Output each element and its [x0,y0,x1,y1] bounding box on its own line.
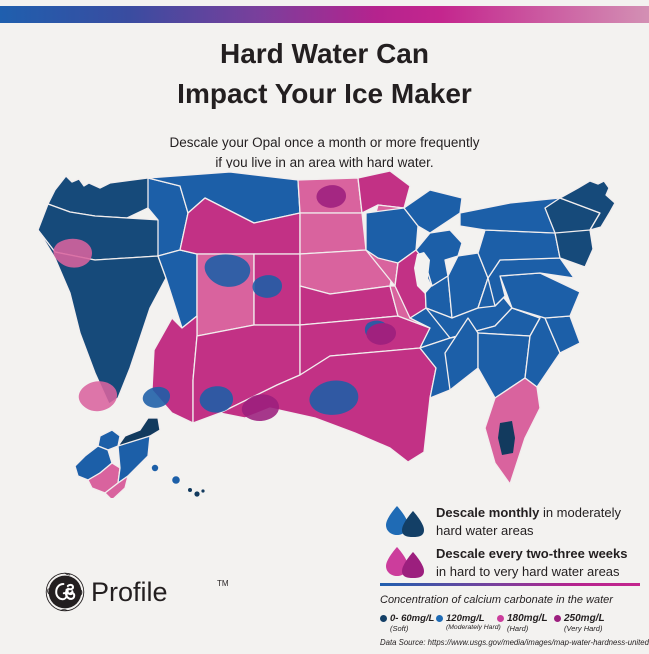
svg-text:Profile: Profile [91,577,168,607]
svg-text:TM: TM [217,579,229,588]
